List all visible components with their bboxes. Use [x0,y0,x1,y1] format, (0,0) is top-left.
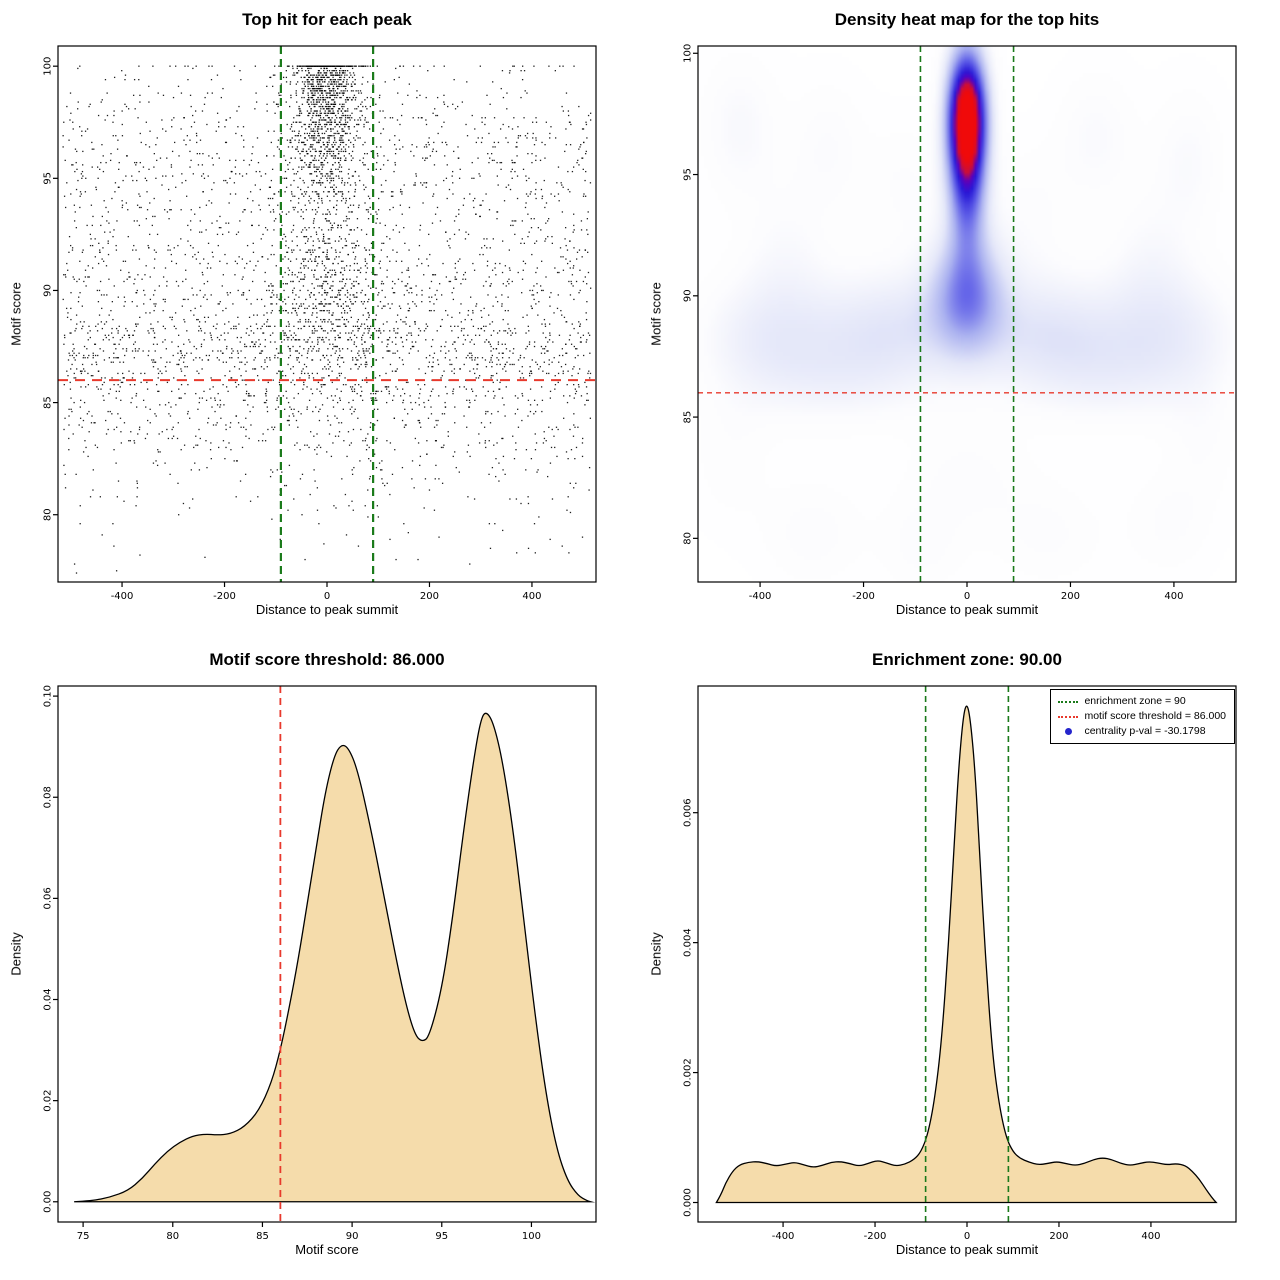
scatter-plot-canvas [0,0,640,640]
y-axis-label: Density [648,932,664,976]
x-axis-label: Distance to peak summit [255,602,399,617]
legend-item-score-threshold: motif score threshold = 86.000 [1058,709,1226,724]
legend-label: motif score threshold = 86.000 [1084,710,1226,722]
blue-dot-icon [1058,727,1078,737]
green-dotted-line-icon [1058,697,1079,707]
y-axis-label: Motif score [8,282,24,346]
x-axis-label: Distance to peak summit [895,602,1039,617]
legend: enrichment zone = 90 motif score thresho… [1050,689,1235,744]
panel-scatter-top-hits: Top hit for each peak Distance to peak s… [0,0,640,640]
y-axis-label: Motif score [648,282,664,346]
score-density-canvas [0,640,640,1280]
panel-motif-score-density: Motif score threshold: 86.000 Motif scor… [0,640,640,1280]
chart-title: Enrichment zone: 90.00 [872,650,1062,669]
legend-label: enrichment zone = 90 [1084,695,1186,707]
y-axis-label: Density [8,932,24,976]
panel-density-heatmap: Density heat map for the top hits Distan… [640,0,1280,640]
legend-label: centrality p-val = -30.1798 [1084,725,1206,737]
distance-density-canvas [640,640,1280,1280]
chart-title: Density heat map for the top hits [834,10,1100,29]
x-axis-label: Distance to peak summit [895,1242,1039,1257]
chart-title: Top hit for each peak [242,10,412,29]
heatmap-canvas [640,0,1280,640]
x-axis-label: Motif score [295,1242,359,1257]
chart-title: Motif score threshold: 86.000 [209,650,445,669]
panel-distance-density: Enrichment zone: 90.00 Distance to peak … [640,640,1280,1280]
legend-item-enrichment-zone: enrichment zone = 90 [1058,694,1226,709]
red-dotted-line-icon [1058,712,1079,722]
legend-item-centrality-pval: centrality p-val = -30.1798 [1058,724,1226,739]
